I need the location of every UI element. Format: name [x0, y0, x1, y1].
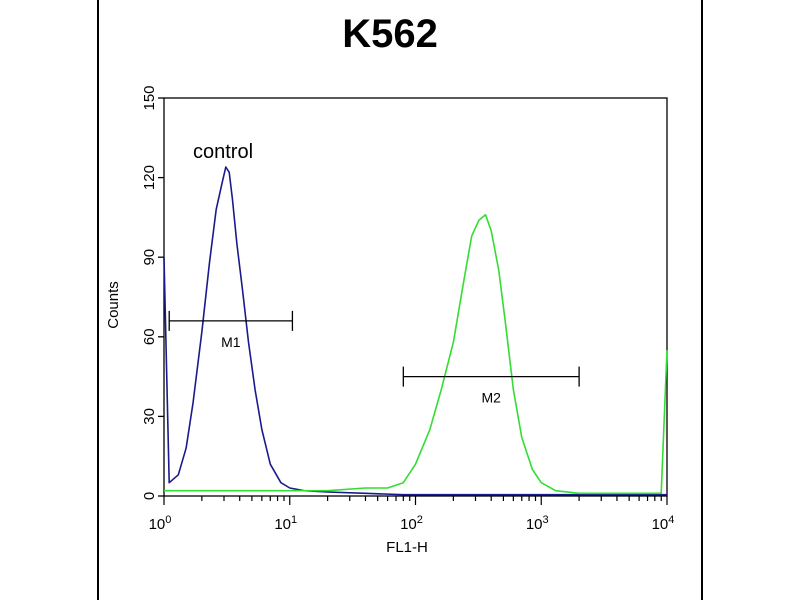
y-tick-label: 30: [141, 408, 158, 425]
x-tick-exponent: 2: [417, 514, 423, 526]
x-tick-base: 10: [526, 516, 543, 533]
x-tick-label: 101: [274, 514, 297, 533]
y-tick-label: 0: [141, 492, 158, 500]
x-tick-base: 10: [149, 516, 166, 533]
series-layer: [163, 166, 668, 496]
x-tick-exponent: 4: [668, 514, 674, 526]
control-annotation: control: [193, 141, 253, 163]
chart-title: K562: [342, 12, 438, 56]
x-axis: 100 101 102 103 104: [149, 496, 675, 533]
x-axis-label: FL1-H: [386, 539, 428, 556]
x-tick-label: 103: [526, 514, 549, 533]
figure-frame: [97, 0, 703, 600]
x-tick-exponent: 1: [291, 514, 297, 526]
y-tick-label: 120: [141, 165, 158, 190]
x-tick-base: 10: [400, 516, 417, 533]
y-axis: 0 30 60 90 120 150: [141, 85, 164, 500]
control-histogram-line: [163, 166, 667, 496]
x-tick-base: 10: [652, 516, 669, 533]
y-axis-label: Counts: [105, 281, 122, 329]
x-tick-base: 10: [274, 516, 291, 533]
x-tick-label: 100: [149, 514, 172, 533]
sample-histogram-line: [164, 213, 668, 495]
gate-label: M2: [481, 390, 501, 406]
x-tick-label: 102: [400, 514, 423, 533]
y-tick-label: 60: [141, 328, 158, 345]
x-tick-label: 104: [652, 514, 675, 533]
y-tick-label: 90: [141, 249, 158, 266]
x-tick-exponent: 3: [543, 514, 549, 526]
gate-markers: M1 M2: [168, 310, 580, 406]
x-tick-exponent: 0: [165, 514, 171, 526]
y-tick-label: 150: [141, 85, 158, 110]
gate-label: M1: [221, 334, 241, 350]
